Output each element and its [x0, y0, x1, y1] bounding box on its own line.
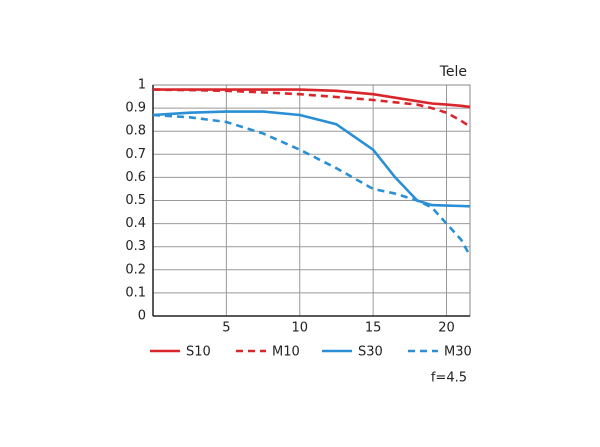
legend-label: S30: [358, 345, 383, 360]
y-tick-label: 0.1: [125, 285, 146, 300]
y-tick-label: 0.7: [125, 147, 146, 162]
y-tick-label: 0.3: [125, 239, 146, 254]
x-tick-label: 15: [365, 321, 382, 336]
annotation: f=4.5: [431, 371, 467, 386]
x-tick-label: 10: [291, 321, 308, 336]
y-tick-label: 0.5: [125, 193, 146, 208]
series-line: [153, 88, 471, 109]
y-tick-label: 0.9: [125, 101, 146, 116]
y-tick-label: 1: [138, 78, 146, 93]
x-tick-label: 5: [222, 321, 230, 336]
chart-title: Tele: [439, 64, 467, 80]
x-tick-label: 20: [438, 321, 455, 336]
y-tick-label: 0.2: [125, 262, 146, 277]
legend-label: S10: [186, 345, 211, 360]
y-tick-label: 0.4: [125, 216, 146, 231]
series-line: [152, 110, 471, 208]
series-line: [152, 113, 472, 257]
series-line: [152, 88, 471, 128]
y-tick-label: 0.8: [125, 124, 146, 139]
legend-label: M10: [272, 345, 300, 360]
legend-label: M30: [444, 345, 472, 360]
y-tick-label: 0: [138, 309, 146, 324]
y-tick-label: 0.6: [125, 170, 146, 185]
